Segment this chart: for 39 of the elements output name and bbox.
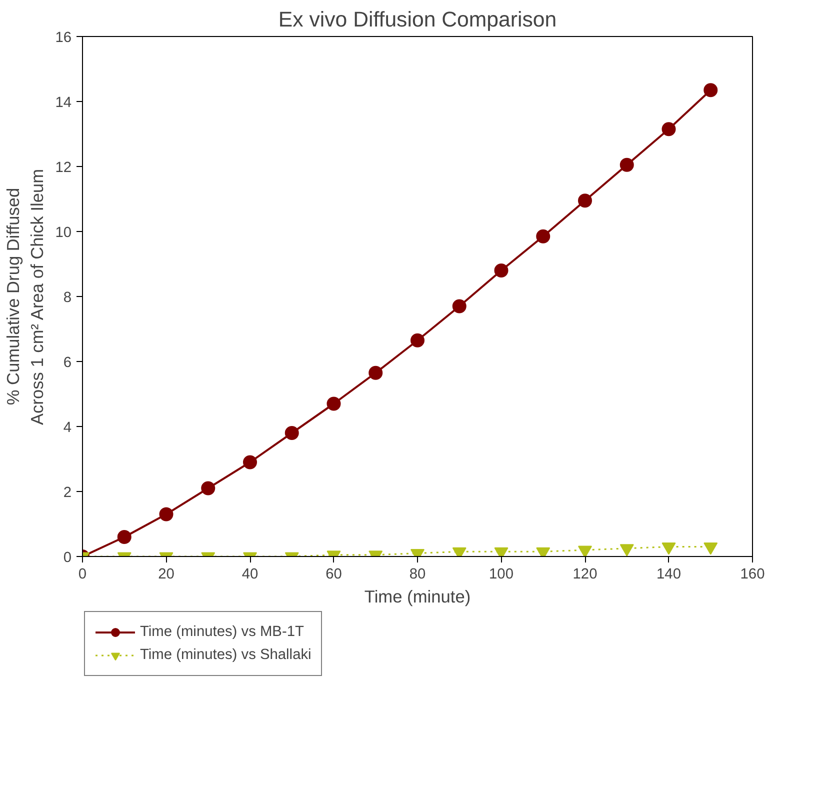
point [243,455,257,470]
point [578,546,592,556]
point [117,530,132,544]
y-tick-label: 8 [63,290,72,306]
point [284,426,299,440]
y-tick-label: 12 [55,160,72,176]
x-tick-label: 140 [656,566,681,582]
y-tick-label: 2 [63,485,72,501]
point [662,122,676,136]
y-axis-title: % Cumulative Drug Diffused Across 1 cm² Area of Chick Ileum [3,168,48,426]
x-tick-label: 160 [740,566,765,582]
x-tick-label: 0 [78,566,87,582]
x-tick-label: 120 [572,566,598,582]
legend-label: Time (minutes) vs Shallaki [140,647,312,663]
point [368,366,383,380]
x-axis-title: Time (minute) [364,586,471,606]
x-tick-label: 40 [242,566,258,582]
y-tick-label: 4 [63,420,72,436]
y-tick-label: 14 [55,95,72,111]
x-tick-label: 100 [489,566,514,582]
y-tick-label: 16 [55,30,72,46]
y-tick-label: 0 [63,550,72,566]
x-tick-label: 60 [326,566,342,582]
point [410,333,424,348]
point [620,158,634,172]
point [159,507,174,522]
point [704,83,718,98]
y-tick-label: 10 [55,225,72,241]
point [578,194,592,208]
chart-title: Ex vivo Diffusion Comparison [278,8,557,32]
point [452,299,466,314]
point [494,264,508,278]
point [536,229,550,244]
y-tick-label: 6 [63,355,72,371]
point [326,396,341,411]
x-tick-label: 80 [409,566,426,582]
legend-label: Time (minutes) vs MB-1T [140,624,304,640]
point [201,481,216,496]
x-tick-label: 20 [158,566,174,582]
